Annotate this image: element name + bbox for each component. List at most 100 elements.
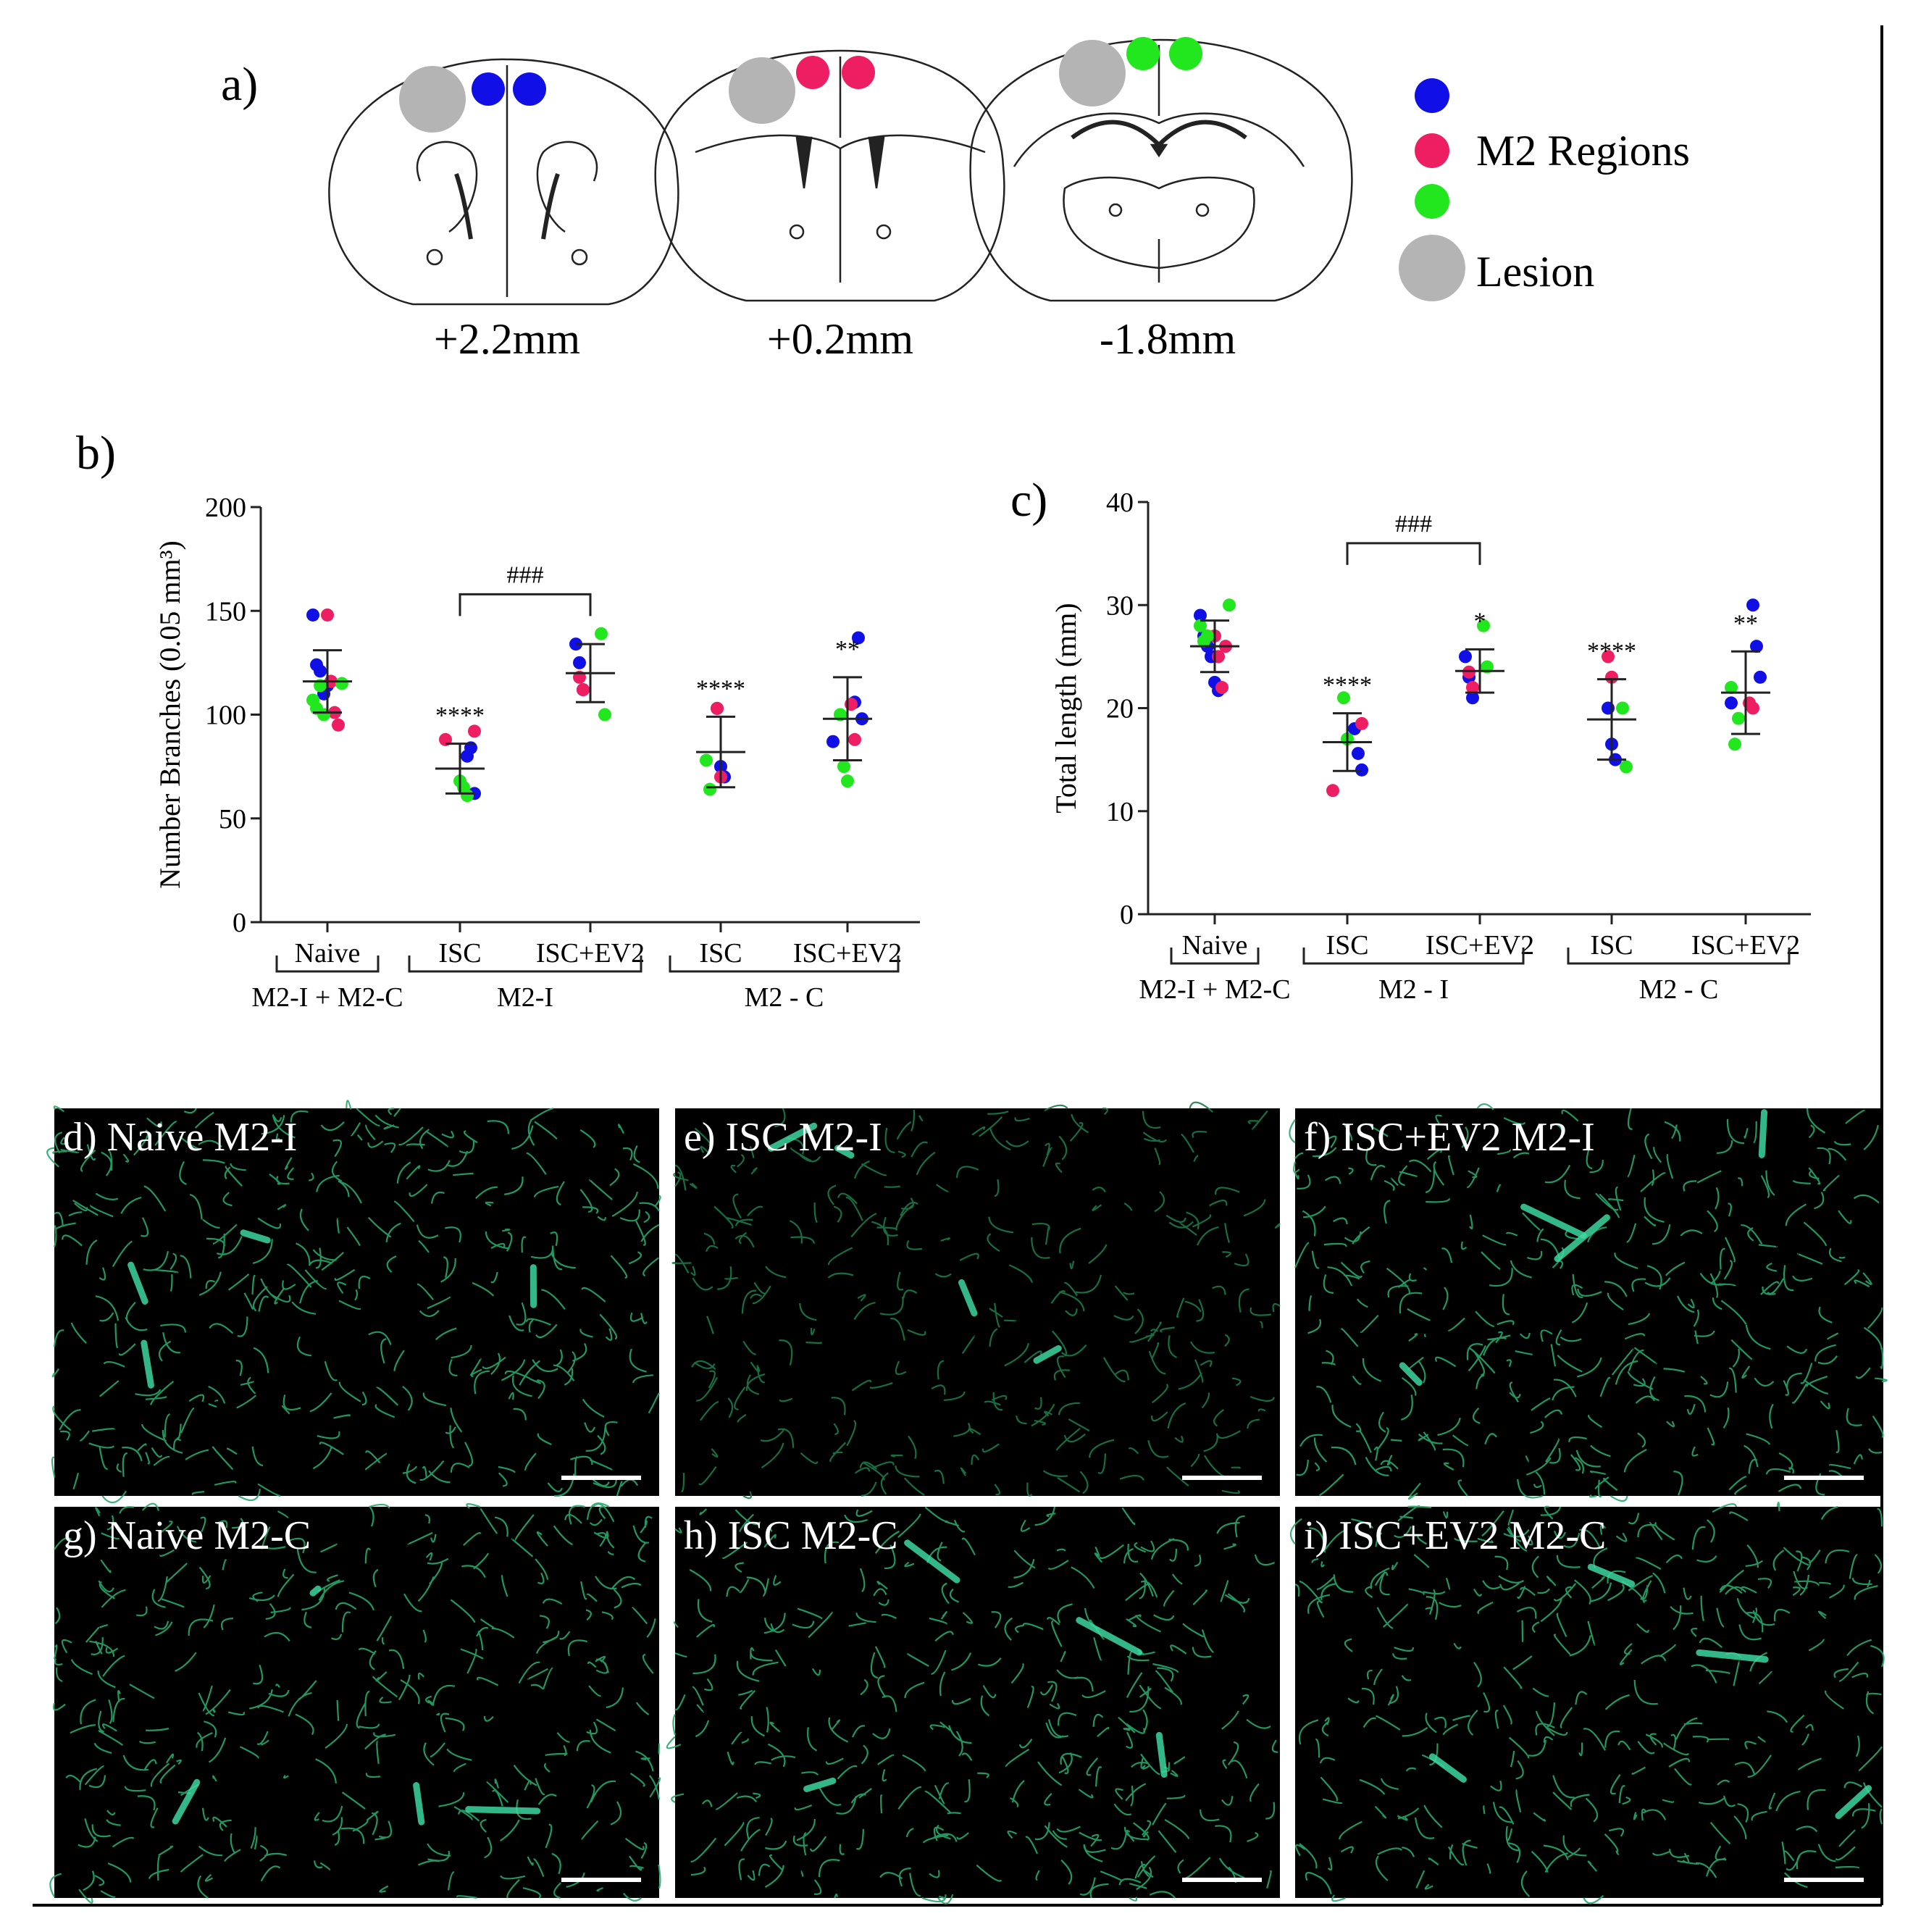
comparison-bracket xyxy=(460,594,590,616)
y-tick-label: 200 xyxy=(205,493,246,523)
y-axis-title: Total length (mm) xyxy=(1050,603,1082,813)
legend-green-dot xyxy=(1415,184,1449,219)
region-dot-3a xyxy=(1126,37,1160,70)
point-pink xyxy=(848,733,861,746)
point-blue xyxy=(573,656,586,669)
brain-section-2 xyxy=(656,51,1005,301)
lesion-dot-2 xyxy=(729,57,795,124)
y-axis-title: Number Branches (0.05 mm³) xyxy=(154,540,186,889)
comparison-label: ### xyxy=(1395,511,1432,538)
comparison-label: ### xyxy=(507,561,544,588)
y-tick-label: 100 xyxy=(205,701,246,731)
panel-a-legend: M2 Regions Lesion xyxy=(1399,78,1690,301)
point-green xyxy=(1620,761,1633,774)
comparison-bracket xyxy=(1347,543,1480,565)
point-green xyxy=(837,760,850,773)
category-label: ISC xyxy=(699,938,742,969)
panel-a-label: a) xyxy=(221,58,258,111)
micrograph-tile: g) Naive M2-C xyxy=(50,1503,660,1903)
point-green xyxy=(703,783,716,796)
significance-marker: ** xyxy=(835,636,860,663)
point-green xyxy=(1223,598,1236,611)
point-green xyxy=(841,774,854,787)
point-blue xyxy=(1725,696,1738,709)
group-label: M2 - I xyxy=(1378,974,1449,1005)
micrograph-tile: h) ISC M2-C xyxy=(667,1507,1280,1904)
legend-pink-dot xyxy=(1415,133,1449,168)
micrograph-image xyxy=(675,1507,1280,1898)
category-label: ISC+EV2 xyxy=(1426,930,1534,961)
micrograph-label: h) ISC M2-C xyxy=(684,1513,898,1558)
y-tick-label: 40 xyxy=(1106,488,1134,518)
group-label: M2 - C xyxy=(745,982,824,1013)
brain-section-1 xyxy=(329,59,678,304)
point-pink xyxy=(577,683,590,696)
section-label-1: +2.2mm xyxy=(434,315,580,363)
micrograph-tile: f) ISC+EV2 M2-I xyxy=(1289,1104,1886,1501)
micrograph-image xyxy=(54,1507,659,1898)
y-tick-label: 50 xyxy=(219,804,246,835)
region-dot-2a xyxy=(796,56,829,89)
micrograph-label: f) ISC+EV2 M2-I xyxy=(1304,1115,1595,1160)
point-blue xyxy=(826,735,840,748)
y-tick-label: 0 xyxy=(233,908,246,938)
brain-section-3 xyxy=(971,40,1352,301)
region-dot-1b xyxy=(513,72,546,106)
point-blue xyxy=(1352,747,1365,760)
group-label: M2 - C xyxy=(1639,974,1719,1005)
y-tick-label: 20 xyxy=(1106,694,1134,724)
region-dot-1a xyxy=(472,72,505,106)
point-blue xyxy=(306,609,319,622)
category-label: Naive xyxy=(1182,930,1248,961)
y-tick-label: 10 xyxy=(1106,797,1134,827)
micrograph-label: g) Naive M2-C xyxy=(63,1513,311,1558)
region-dot-2b xyxy=(842,56,875,89)
point-pink xyxy=(332,719,345,732)
legend-regions-label: M2 Regions xyxy=(1476,127,1690,175)
point-green xyxy=(700,754,713,767)
point-pink xyxy=(711,702,724,715)
significance-marker: **** xyxy=(1323,672,1372,699)
category-label: Naive xyxy=(295,938,361,969)
point-green xyxy=(598,708,611,722)
point-blue xyxy=(1754,671,1767,684)
panel-b-label: b) xyxy=(76,427,116,480)
significance-marker: **** xyxy=(435,703,485,729)
micrograph-label: d) Naive M2-I xyxy=(63,1115,297,1160)
micrograph-label: i) ISC+EV2 M2-C xyxy=(1304,1513,1606,1558)
significance-marker: **** xyxy=(696,675,745,702)
panel-c-label: c) xyxy=(1010,474,1047,527)
legend-lesion-dot xyxy=(1399,235,1465,301)
legend-lesion-label: Lesion xyxy=(1476,248,1594,296)
significance-marker: **** xyxy=(1587,638,1636,665)
point-green xyxy=(1201,630,1214,643)
point-green xyxy=(1728,737,1741,750)
point-green xyxy=(595,627,608,640)
region-dot-3b xyxy=(1169,37,1202,70)
category-label: ISC xyxy=(1326,930,1368,961)
point-pink xyxy=(321,609,334,622)
panel-a: a) +2.2mm +0.2mm xyxy=(221,37,1690,363)
point-green xyxy=(1732,712,1745,725)
micrograph-tile: d) Naive M2-I xyxy=(47,1100,660,1502)
legend-blue-dot xyxy=(1415,78,1449,113)
micrograph-tile: i) ISC+EV2 M2-C xyxy=(1291,1502,1884,1903)
lesion-dot-3 xyxy=(1059,40,1126,106)
category-label: ISC+EV2 xyxy=(536,938,645,969)
category-label: ISC+EV2 xyxy=(793,938,902,969)
group-label: M2-I xyxy=(497,982,553,1013)
category-label: ISC+EV2 xyxy=(1691,930,1800,961)
point-pink xyxy=(1355,717,1368,730)
point-green xyxy=(335,677,348,690)
group-label: M2-I + M2-C xyxy=(251,982,403,1013)
micrograph-tile: e) ISC M2-I xyxy=(673,1103,1280,1498)
section-label-2: +0.2mm xyxy=(767,315,913,363)
lesion-dot-1 xyxy=(399,66,466,133)
category-label: ISC xyxy=(1590,930,1633,961)
point-blue xyxy=(314,664,327,677)
category-label: ISC xyxy=(438,938,481,969)
point-green xyxy=(461,789,474,802)
